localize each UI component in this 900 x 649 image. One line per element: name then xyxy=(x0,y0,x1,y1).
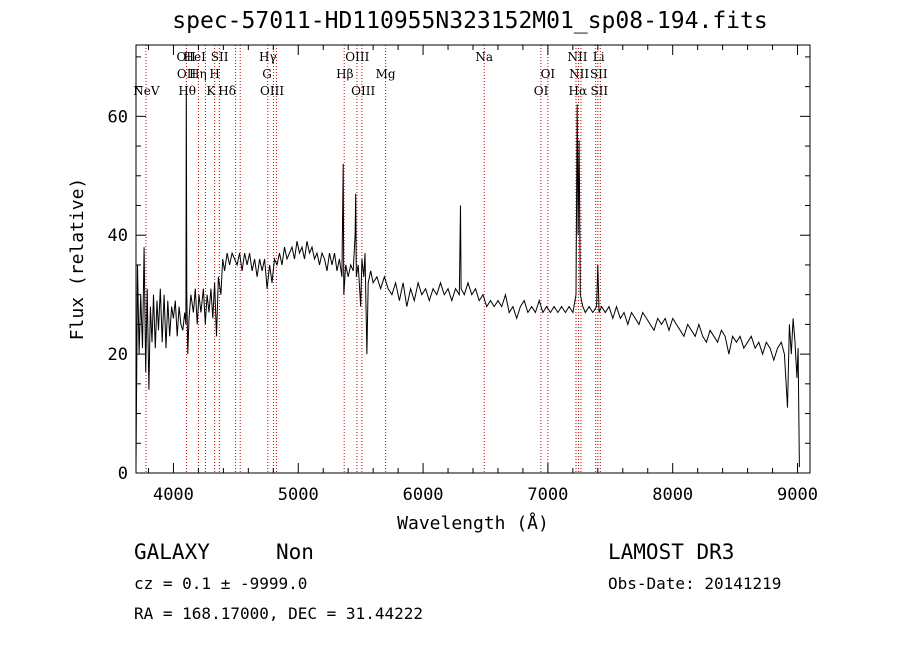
line-label: NII xyxy=(567,50,587,64)
line-label: NII xyxy=(569,67,589,81)
line-label: OII xyxy=(177,67,197,81)
y-tick-label: 0 xyxy=(118,464,128,484)
x-tick-label: 7000 xyxy=(527,485,568,505)
object-subclass: Non xyxy=(276,540,314,564)
x-tick-label: 9000 xyxy=(777,485,818,505)
line-label: Hθ xyxy=(178,84,196,98)
line-label: Hα xyxy=(569,84,588,98)
spectral-line-labels: NeV OII OII Hθ HeI Hη KH SII Hδ Hγ G OIII Hβ OIII OIII… xyxy=(133,50,608,98)
y-tick-label: 40 xyxy=(108,226,128,246)
x-tick-label: 8000 xyxy=(652,485,693,505)
spectrum-line xyxy=(135,86,800,468)
line-label: Mg xyxy=(376,67,396,81)
object-class: GALAXY xyxy=(134,540,210,564)
line-label: K xyxy=(206,84,216,98)
line-label: Hβ xyxy=(336,67,353,81)
y-tick-label: 20 xyxy=(108,345,128,365)
spectral-line-markers xyxy=(145,45,601,473)
line-label: Hδ xyxy=(218,84,236,98)
survey-name: LAMOST DR3 xyxy=(608,540,735,564)
line-label: SII xyxy=(590,67,608,81)
line-label: G xyxy=(262,67,272,81)
x-tick-label: 4000 xyxy=(153,485,194,505)
line-label: SII xyxy=(211,50,229,64)
line-label: Na xyxy=(475,50,493,64)
y-tick-label: 60 xyxy=(108,107,128,127)
line-label: Hη xyxy=(189,67,207,81)
plot-frame xyxy=(135,44,811,474)
coordinates-readout: RA = 168.17000, DEC = 31.44222 xyxy=(134,604,423,623)
line-label: Hγ xyxy=(259,50,277,64)
observation-date: Obs-Date: 20141219 xyxy=(608,574,782,593)
x-tick-label: 6000 xyxy=(403,485,444,505)
y-axis-label: Flux (relative) xyxy=(67,178,88,341)
line-label: OIII xyxy=(351,84,375,98)
axis-ticks: 4000 5000 6000 7000 8000 9000 0 20 40 60 xyxy=(108,45,818,505)
x-axis-label: Wavelength (Å) xyxy=(397,512,549,534)
line-label: OI xyxy=(541,67,556,81)
line-label: OIII xyxy=(345,50,369,64)
line-label: OI xyxy=(534,84,549,98)
chart-title: spec-57011-HD110955N323152M01_sp08-194.f… xyxy=(172,8,768,34)
line-label: Li xyxy=(593,50,605,64)
line-label: SII xyxy=(590,84,608,98)
x-tick-label: 5000 xyxy=(278,485,319,505)
redshift-readout: cz = 0.1 ± -9999.0 xyxy=(134,574,308,593)
line-label: NeV xyxy=(133,84,160,98)
line-label: H xyxy=(209,67,219,81)
line-label: OII xyxy=(177,50,197,64)
line-label: OIII xyxy=(260,84,284,98)
line-label: HeI xyxy=(184,50,207,64)
